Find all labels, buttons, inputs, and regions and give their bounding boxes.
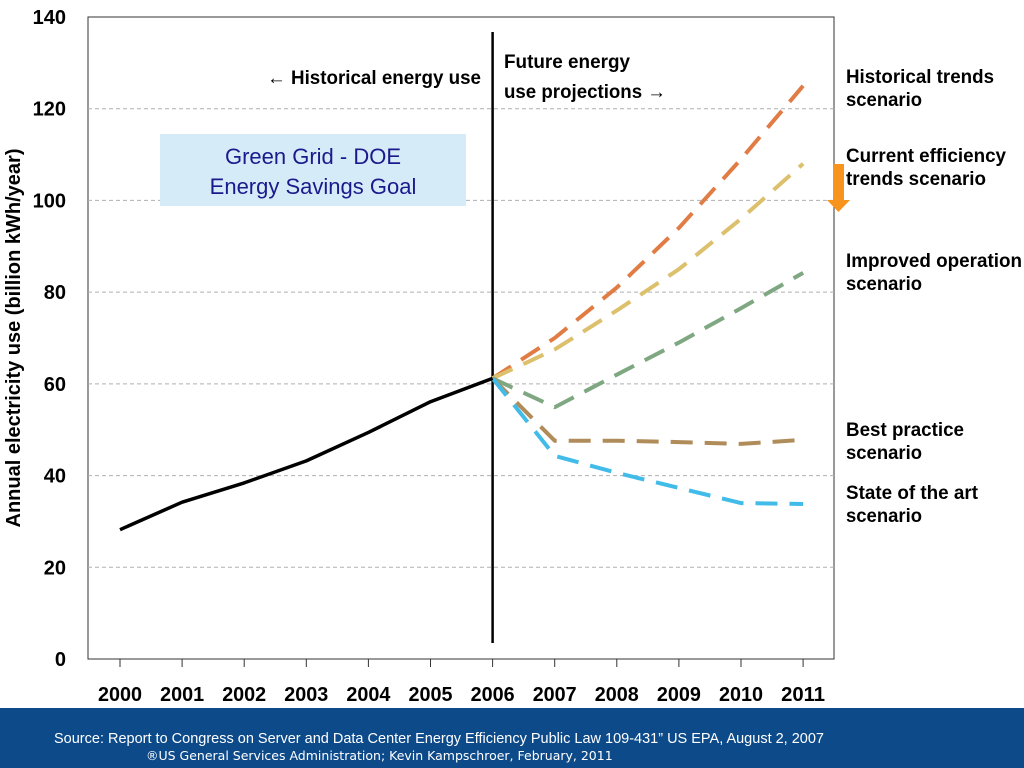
scenario-label-state-of-art-1: State of the art [846,483,979,504]
x-tick-label: 2002 [222,684,266,706]
series-lines [491,84,805,507]
series-line-3 [491,376,804,446]
scenario-label-historical-trends-2: scenario [846,90,922,111]
y-tick-label: 140 [33,7,66,29]
scenario-label-improved-operation-2: scenario [846,274,922,295]
x-tick-labels: 2000 2001 2002 2003 2004 2005 2006 2007 2008 2009… [98,659,825,706]
future-energy-label-line1: Future energy [504,52,630,73]
x-tick-label: 2006 [471,684,515,706]
x-tick-label: 2005 [409,684,453,706]
goal-box-line1: Green Grid - DOE [225,144,401,169]
scenario-label-best-practice-1: Best practice [846,420,964,441]
y-axis-label: Annual electricity use (billion kWh/year… [3,149,25,528]
series-line-1 [491,162,805,381]
x-tick-label: 2003 [284,684,328,706]
y-tick-label: 100 [33,190,66,212]
y-tick-labels: 0 20 40 60 80 100 120 140 [33,7,66,671]
x-tick-label: 2010 [719,684,763,706]
y-tick-label: 40 [44,466,66,488]
x-tick-label: 2011 [781,684,825,706]
x-tick-label: 2001 [160,684,204,706]
y-tick-label: 120 [33,99,66,121]
historical-energy-label: ← Historical energy use [267,68,481,89]
series-line-4 [491,377,804,507]
scenario-label-current-efficiency-1: Current efficiency [846,146,1006,167]
x-tick-label: 2007 [533,684,577,706]
goal-box [160,134,466,206]
series-line-0 [491,84,805,381]
scenario-label-state-of-art-2: scenario [846,506,922,527]
historical-line [119,376,494,532]
goal-box-line2: Energy Savings Goal [210,174,417,199]
y-tick-label: 80 [44,282,66,304]
y-tick-label: 60 [44,374,66,396]
series-line-2 [491,271,805,410]
footer-credit: ®US General Services Administration; Kev… [146,748,613,763]
footer-bar: Source: Report to Congress on Server and… [0,708,1024,768]
scenario-labels: Historical trends scenario Current effic… [846,67,1022,527]
y-tick-label: 20 [44,557,66,579]
future-energy-label-line2: use projections → [504,82,666,103]
scenario-label-historical-trends-1: Historical trends [846,67,994,88]
footer-source: Source: Report to Congress on Server and… [54,731,825,747]
x-tick-label: 2008 [595,684,639,706]
y-tick-label: 0 [55,649,66,671]
down-arrow-icon [827,164,850,212]
scenario-label-current-efficiency-2: trends scenario [846,169,986,190]
x-tick-label: 2004 [346,684,391,706]
x-tick-label: 2009 [657,684,701,706]
scenario-label-improved-operation-1: Improved operation [846,251,1022,272]
plot-frame [87,16,835,660]
x-tick-label: 2000 [98,684,142,706]
scenario-label-best-practice-2: scenario [846,443,922,464]
